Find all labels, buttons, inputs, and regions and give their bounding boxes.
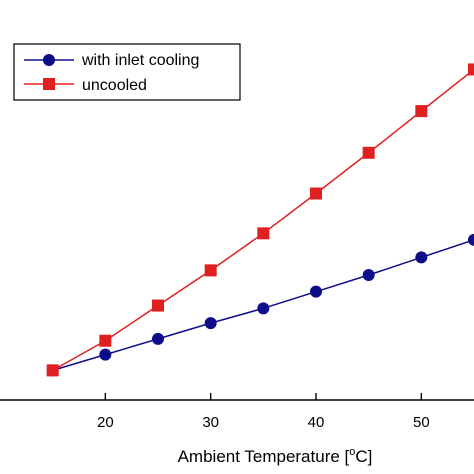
data-point-with-inlet-cooling	[415, 251, 428, 264]
x-axis-title-unit: C]	[355, 447, 372, 466]
data-point-with-inlet-cooling	[204, 317, 217, 330]
data-point-uncooled	[310, 187, 322, 200]
data-point-with-inlet-cooling	[152, 332, 164, 345]
x-axis-title: Ambient Temperature [oC]	[178, 446, 373, 466]
legend-marker-uncooled	[43, 78, 55, 90]
series-layer	[46, 63, 474, 377]
x-tick-label: 50	[413, 414, 430, 431]
legend: with inlet cooling uncooled	[13, 43, 241, 101]
x-tick-label: 40	[308, 414, 325, 431]
legend-label-with-inlet-cooling: with inlet cooling	[81, 52, 199, 69]
data-point-uncooled	[99, 334, 112, 347]
data-point-with-inlet-cooling	[99, 348, 112, 361]
data-point-uncooled	[152, 299, 164, 312]
data-point-with-inlet-cooling	[362, 269, 375, 281]
legend-box	[13, 43, 241, 101]
x-axis-title-main: Ambient Temperature [	[178, 447, 350, 466]
data-point-uncooled	[362, 146, 375, 159]
data-point-uncooled	[204, 264, 217, 277]
legend-label-uncooled: uncooled	[82, 77, 147, 94]
data-point-with-inlet-cooling	[468, 233, 474, 246]
legend-marker-with-inlet-cooling	[43, 54, 55, 66]
x-axis-ticks: 20 30 40 50	[97, 393, 430, 431]
series-with-inlet-cooling	[46, 233, 474, 377]
data-point-uncooled	[468, 63, 474, 76]
data-point-uncooled	[46, 364, 59, 377]
data-point-with-inlet-cooling	[257, 302, 270, 315]
x-axis-title-superscript: o	[349, 446, 355, 458]
series-uncooled	[46, 63, 474, 377]
data-point-uncooled	[415, 105, 428, 118]
x-tick-label: 30	[202, 414, 219, 431]
x-tick-label: 20	[97, 414, 114, 431]
series-line-uncooled	[52, 68, 474, 372]
data-point-with-inlet-cooling	[310, 285, 322, 298]
data-point-uncooled	[257, 227, 270, 240]
